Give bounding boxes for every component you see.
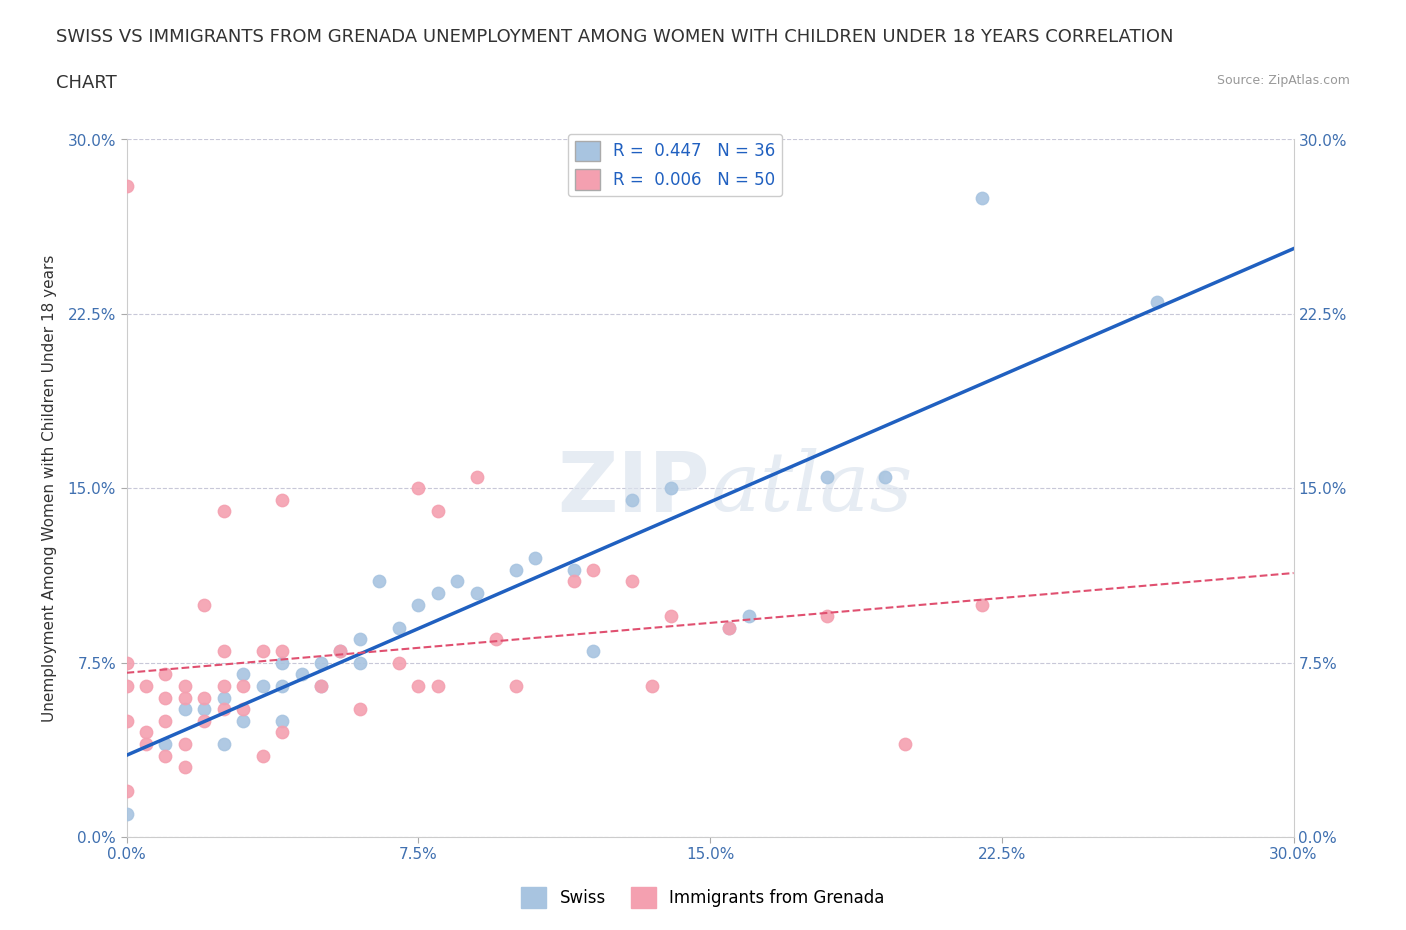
Point — [174, 679, 197, 694]
Point — [972, 597, 994, 612]
Point — [875, 469, 897, 484]
Point — [309, 679, 332, 694]
Point — [641, 679, 664, 694]
Point — [252, 679, 274, 694]
Point — [408, 481, 430, 496]
Point — [1146, 295, 1168, 310]
Point — [621, 574, 644, 589]
Point — [815, 469, 838, 484]
Point — [659, 609, 682, 624]
Y-axis label: Unemployment Among Women with Children Under 18 years: Unemployment Among Women with Children U… — [42, 255, 56, 722]
Point — [426, 679, 449, 694]
Point — [271, 644, 294, 658]
Point — [562, 562, 585, 577]
Point — [505, 562, 527, 577]
Point — [193, 597, 215, 612]
Text: atlas: atlas — [710, 448, 912, 528]
Point — [212, 737, 235, 751]
Point — [252, 644, 274, 658]
Point — [562, 574, 585, 589]
Point — [155, 737, 177, 751]
Point — [193, 690, 215, 705]
Point — [290, 667, 312, 682]
Point — [309, 679, 332, 694]
Point — [135, 725, 157, 740]
Point — [349, 656, 371, 671]
Point — [232, 713, 254, 728]
Point — [212, 701, 235, 716]
Point — [135, 679, 157, 694]
Point — [174, 737, 197, 751]
Point — [465, 586, 488, 601]
Text: Source: ZipAtlas.com: Source: ZipAtlas.com — [1216, 74, 1350, 87]
Point — [212, 679, 235, 694]
Point — [271, 713, 294, 728]
Point — [408, 597, 430, 612]
Point — [155, 690, 177, 705]
Point — [329, 644, 352, 658]
Point — [212, 504, 235, 519]
Point — [232, 701, 254, 716]
Point — [368, 574, 391, 589]
Point — [115, 679, 138, 694]
Point — [349, 701, 371, 716]
Point — [212, 690, 235, 705]
Point — [388, 656, 411, 671]
Point — [193, 701, 215, 716]
Point — [582, 562, 605, 577]
Point — [115, 713, 138, 728]
Point — [465, 469, 488, 484]
Point — [174, 701, 197, 716]
Point — [252, 748, 274, 763]
Point — [135, 737, 157, 751]
Point — [505, 679, 527, 694]
Text: SWISS VS IMMIGRANTS FROM GRENADA UNEMPLOYMENT AMONG WOMEN WITH CHILDREN UNDER 18: SWISS VS IMMIGRANTS FROM GRENADA UNEMPLO… — [56, 28, 1174, 46]
Point — [115, 806, 138, 821]
Point — [232, 667, 254, 682]
Point — [815, 609, 838, 624]
Point — [271, 656, 294, 671]
Point — [523, 551, 546, 565]
Point — [309, 656, 332, 671]
Legend: R =  0.447   N = 36, R =  0.006   N = 50: R = 0.447 N = 36, R = 0.006 N = 50 — [568, 134, 782, 196]
Point — [174, 760, 197, 775]
Point — [659, 481, 682, 496]
Point — [155, 667, 177, 682]
Point — [485, 632, 508, 647]
Point — [582, 644, 605, 658]
Text: CHART: CHART — [56, 74, 117, 92]
Point — [115, 656, 138, 671]
Point — [349, 632, 371, 647]
Point — [271, 679, 294, 694]
Point — [155, 713, 177, 728]
Point — [115, 783, 138, 798]
Text: ZIP: ZIP — [558, 447, 710, 529]
Point — [329, 644, 352, 658]
Point — [271, 725, 294, 740]
Point — [738, 609, 761, 624]
Point — [193, 713, 215, 728]
Point — [271, 493, 294, 508]
Point — [446, 574, 468, 589]
Point — [426, 586, 449, 601]
Point — [174, 690, 197, 705]
Point — [893, 737, 915, 751]
Point — [718, 620, 741, 635]
Point — [212, 644, 235, 658]
Point — [718, 620, 741, 635]
Point — [388, 620, 411, 635]
Point — [115, 179, 138, 193]
Point — [621, 493, 644, 508]
Legend: Swiss, Immigrants from Grenada: Swiss, Immigrants from Grenada — [515, 881, 891, 914]
Point — [155, 748, 177, 763]
Point — [972, 190, 994, 205]
Point — [426, 504, 449, 519]
Point — [232, 679, 254, 694]
Point — [408, 679, 430, 694]
